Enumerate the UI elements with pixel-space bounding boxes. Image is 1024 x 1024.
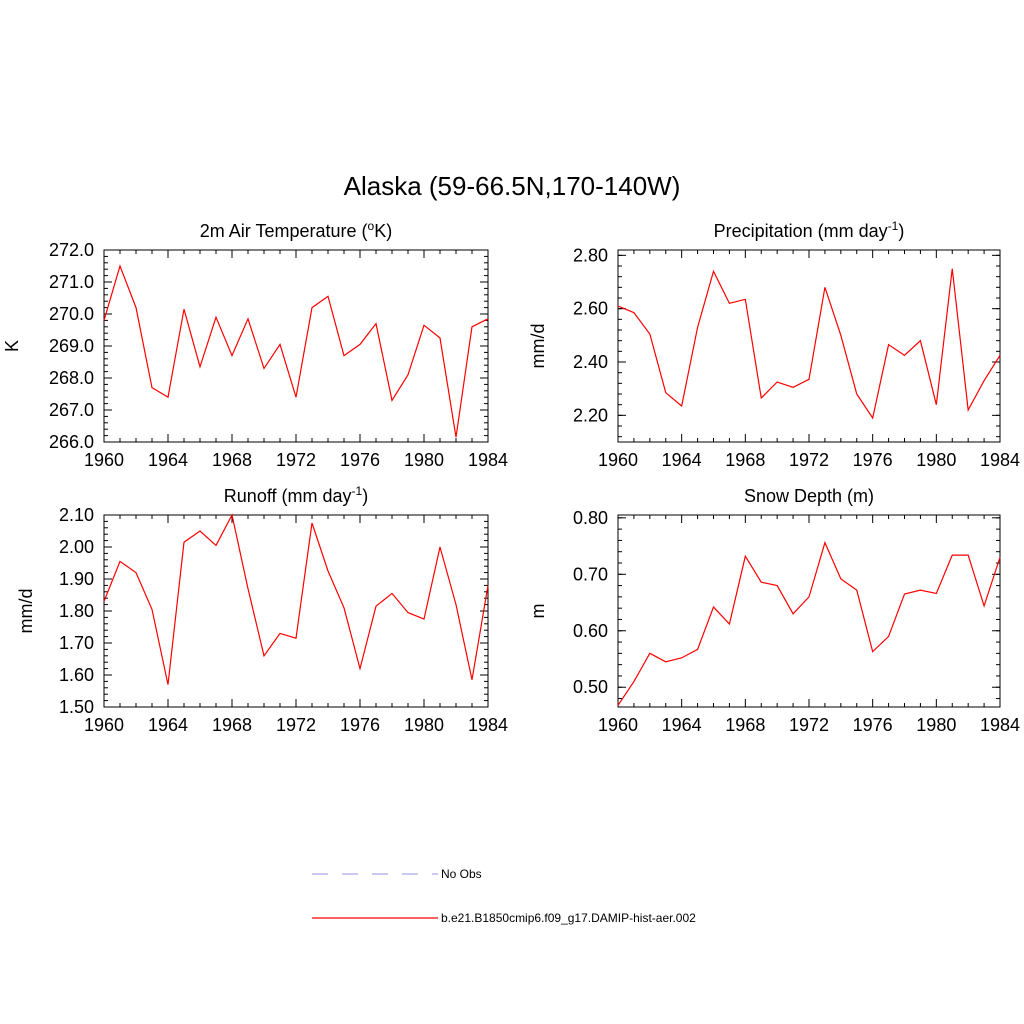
x-tick-label: 1984 bbox=[980, 450, 1020, 470]
y-tick-label: 0.80 bbox=[573, 508, 608, 528]
x-tick-label: 1968 bbox=[212, 450, 252, 470]
y-tick-label: 272.0 bbox=[49, 240, 94, 260]
legend-label: No Obs bbox=[441, 867, 482, 881]
x-tick-label: 1960 bbox=[598, 450, 638, 470]
x-tick-label: 1976 bbox=[340, 450, 380, 470]
y-tick-label: 268.0 bbox=[49, 368, 94, 388]
y-tick-label: 266.0 bbox=[49, 432, 94, 452]
y-tick-label: 267.0 bbox=[49, 400, 94, 420]
panel-title: Precipitation (mm day-1) bbox=[714, 219, 905, 241]
panels: 2m Air Temperature (oK) K 1960 1964 1968 1972… bbox=[2, 219, 1020, 735]
y-tick-label: 2.40 bbox=[573, 352, 608, 372]
panel-4: Snow Depth (m) m 1960 1964 1968 1972 1976 1980 1… bbox=[528, 486, 1020, 735]
series-line bbox=[617, 540, 1001, 706]
series-line bbox=[103, 513, 489, 685]
x-tick-label: 1980 bbox=[404, 450, 444, 470]
plot-frame bbox=[103, 249, 489, 443]
y-tick-label: 271.0 bbox=[49, 272, 94, 292]
y-tick-label: 0.60 bbox=[573, 621, 608, 641]
x-tick-label: 1980 bbox=[916, 450, 956, 470]
y-tick-label: 1.60 bbox=[59, 665, 94, 685]
y-tick-label: 0.70 bbox=[573, 564, 608, 584]
legend: No Obs b.e21.B1850cmip6.f09_g17.DAMIP-his… bbox=[312, 867, 696, 925]
x-tick-label: 1964 bbox=[662, 450, 702, 470]
y-tick-label: 270.0 bbox=[49, 304, 94, 324]
y-tick-label: 2.00 bbox=[59, 537, 94, 557]
x-tick-label: 1964 bbox=[148, 715, 188, 735]
plot-frame bbox=[103, 514, 489, 708]
panel-title: Snow Depth (m) bbox=[744, 486, 874, 506]
legend-label: b.e21.B1850cmip6.f09_g17.DAMIP-hist-aer.… bbox=[441, 911, 696, 925]
y-axis-label: mm/d bbox=[528, 324, 548, 369]
x-tick-label: 1972 bbox=[276, 450, 316, 470]
series-line bbox=[617, 268, 1001, 420]
panel-title: Runoff (mm day-1) bbox=[224, 484, 368, 506]
y-tick-label: 1.70 bbox=[59, 633, 94, 653]
x-tick-label: 1968 bbox=[725, 450, 765, 470]
legend-item: b.e21.B1850cmip6.f09_g17.DAMIP-hist-aer.… bbox=[312, 911, 696, 925]
panel-3: Runoff (mm day-1) mm/d 1960 1964 1968 1972 197… bbox=[16, 484, 508, 735]
x-tick-label: 1968 bbox=[212, 715, 252, 735]
y-tick-label: 2.20 bbox=[573, 405, 608, 425]
x-tick-label: 1976 bbox=[853, 450, 893, 470]
x-tick-label: 1960 bbox=[84, 450, 124, 470]
x-tick-label: 1980 bbox=[404, 715, 444, 735]
x-tick-label: 1960 bbox=[598, 715, 638, 735]
figure-title: Alaska (59-66.5N,170-140W) bbox=[344, 171, 681, 201]
y-axis-label: K bbox=[2, 340, 22, 352]
x-tick-label: 1976 bbox=[340, 715, 380, 735]
panel-1: 2m Air Temperature (oK) K 1960 1964 1968 1972… bbox=[2, 219, 508, 470]
y-tick-label: 2.80 bbox=[573, 245, 608, 265]
x-tick-label: 1976 bbox=[853, 715, 893, 735]
x-tick-label: 1964 bbox=[662, 715, 702, 735]
x-tick-label: 1984 bbox=[468, 715, 508, 735]
x-tick-label: 1984 bbox=[980, 715, 1020, 735]
legend-item: No Obs bbox=[312, 867, 482, 881]
x-tick-label: 1968 bbox=[725, 715, 765, 735]
y-tick-label: 2.10 bbox=[59, 505, 94, 525]
y-tick-label: 269.0 bbox=[49, 336, 94, 356]
y-axis-label: m bbox=[528, 604, 548, 619]
series-line bbox=[103, 264, 489, 438]
x-tick-label: 1960 bbox=[84, 715, 124, 735]
y-tick-label: 1.80 bbox=[59, 601, 94, 621]
x-tick-label: 1972 bbox=[789, 450, 829, 470]
y-tick-label: 1.50 bbox=[59, 697, 94, 717]
y-tick-label: 1.90 bbox=[59, 569, 94, 589]
panel-title: 2m Air Temperature (oK) bbox=[200, 219, 392, 241]
x-tick-label: 1980 bbox=[916, 715, 956, 735]
y-tick-label: 2.60 bbox=[573, 299, 608, 319]
x-tick-label: 1984 bbox=[468, 450, 508, 470]
x-tick-label: 1972 bbox=[276, 715, 316, 735]
plot-frame bbox=[617, 514, 1001, 708]
x-tick-label: 1964 bbox=[148, 450, 188, 470]
panel-2: Precipitation (mm day-1) mm/d 1960 1964 1968… bbox=[528, 219, 1020, 470]
y-tick-label: 0.50 bbox=[573, 677, 608, 697]
x-tick-label: 1972 bbox=[789, 715, 829, 735]
y-axis-label: mm/d bbox=[16, 589, 36, 634]
